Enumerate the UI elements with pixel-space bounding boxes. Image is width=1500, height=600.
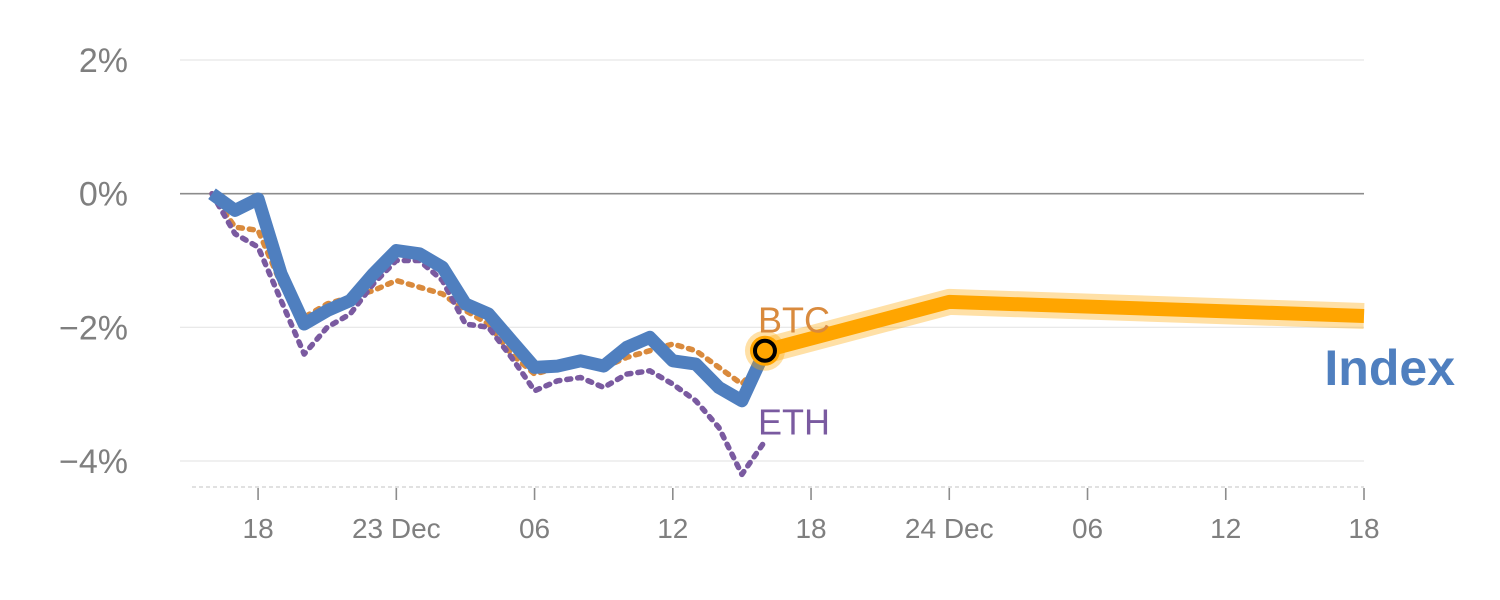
index-series-label: Index xyxy=(1324,340,1455,396)
x-tick-label: 12 xyxy=(1210,513,1241,544)
x-tick-label: 18 xyxy=(1348,513,1379,544)
x-tick-label: 18 xyxy=(795,513,826,544)
x-tick-label: 18 xyxy=(243,513,274,544)
marker-layer xyxy=(744,330,785,371)
x-tick-label: 24 Dec xyxy=(905,513,994,544)
index-projection-line xyxy=(763,294,1365,358)
eth-series-label: ETH xyxy=(758,402,830,443)
eth-line xyxy=(209,190,768,478)
x-tick-label: 12 xyxy=(657,513,688,544)
y-tick-label: −2% xyxy=(59,309,128,347)
btc-series-label: BTC xyxy=(758,300,830,341)
x-axis: 18 23 Dec 06 12 18 24 Dec 06 12 18 xyxy=(192,486,1380,544)
current-marker xyxy=(752,338,777,363)
x-tick-label: 23 Dec xyxy=(352,513,441,544)
index-line xyxy=(208,188,771,408)
x-tick-label: 06 xyxy=(1072,513,1103,544)
label-layer: BTC ETH Index xyxy=(758,300,1455,443)
y-tick-label: 2% xyxy=(79,42,128,80)
x-tick-label: 06 xyxy=(519,513,550,544)
y-axis: 2% 0% −2% −4% xyxy=(59,42,128,481)
grid-layer xyxy=(180,59,1364,462)
y-tick-label: 0% xyxy=(79,176,128,214)
series-layer xyxy=(208,188,1365,478)
y-tick-label: −4% xyxy=(59,443,128,481)
